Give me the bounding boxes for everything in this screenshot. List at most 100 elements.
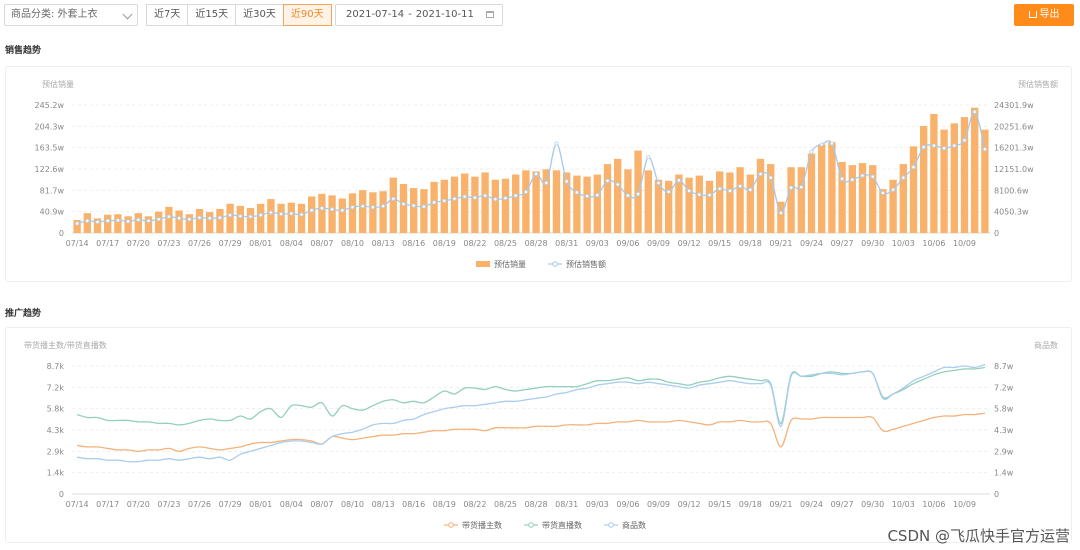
range-90d-button[interactable]: 近90天 bbox=[282, 4, 332, 26]
line-point bbox=[646, 155, 651, 160]
bar bbox=[879, 189, 887, 233]
line-point bbox=[350, 205, 355, 210]
line-point bbox=[829, 141, 834, 146]
x-tick-label: 09/24 bbox=[800, 239, 823, 248]
x-tick-label: 07/14 bbox=[66, 500, 89, 509]
watermark: CSDN @飞瓜快手官方运营 bbox=[887, 527, 1070, 545]
x-tick-label: 08/13 bbox=[372, 500, 395, 509]
bar bbox=[267, 199, 275, 233]
line-point bbox=[870, 174, 875, 179]
line-point bbox=[370, 205, 375, 210]
bar bbox=[185, 214, 193, 233]
x-tick-label: 07/29 bbox=[219, 500, 242, 509]
line-point bbox=[544, 180, 549, 185]
line-point bbox=[625, 193, 630, 198]
bar bbox=[257, 203, 265, 233]
x-tick-label: 07/29 bbox=[219, 239, 242, 248]
range-buttons: 近7天 近15天 近30天 近90天 bbox=[146, 4, 332, 26]
right-tick-label: 20251.6w bbox=[994, 122, 1034, 131]
bar bbox=[624, 169, 632, 233]
x-tick-label: 08/22 bbox=[463, 500, 486, 509]
export-button[interactable]: 导出 bbox=[1014, 4, 1074, 26]
right-axis-title: 商品数 bbox=[1034, 340, 1058, 350]
right-tick-label: 24301.9w bbox=[994, 101, 1034, 110]
bar bbox=[379, 191, 387, 233]
bar bbox=[440, 179, 448, 233]
legend-label: 带货直播数 bbox=[542, 520, 582, 530]
line-point bbox=[452, 196, 457, 201]
bar bbox=[971, 107, 979, 233]
line-point bbox=[717, 186, 722, 191]
legend-label: 商品数 bbox=[622, 520, 646, 530]
x-tick-label: 08/25 bbox=[494, 500, 517, 509]
x-tick-label: 08/10 bbox=[341, 239, 364, 248]
x-tick-label: 08/01 bbox=[249, 500, 272, 509]
x-tick-label: 08/19 bbox=[433, 500, 456, 509]
category-select[interactable]: 商品分类: 外套上衣 bbox=[4, 4, 138, 26]
chevron-down-icon bbox=[122, 9, 133, 20]
date-range-picker[interactable]: 2021-07-14-2021-10-11 bbox=[335, 4, 503, 26]
x-tick-label: 09/18 bbox=[739, 500, 762, 509]
bar bbox=[675, 174, 683, 233]
bar bbox=[797, 167, 805, 233]
bar bbox=[246, 207, 255, 233]
line-point bbox=[982, 147, 987, 152]
line-point bbox=[901, 175, 906, 180]
x-tick-label: 08/10 bbox=[341, 500, 364, 509]
bar bbox=[420, 189, 428, 233]
line-point bbox=[299, 212, 304, 217]
x-tick-label: 10/06 bbox=[922, 500, 945, 509]
line-point bbox=[401, 202, 406, 207]
right-tick-label: 5.8w bbox=[994, 405, 1014, 414]
bar bbox=[461, 173, 469, 233]
bar bbox=[216, 208, 224, 233]
left-tick-label: 163.5w bbox=[35, 144, 65, 153]
sales-section-title: 销售趋势 bbox=[5, 46, 42, 56]
legend-label: 预估销量 bbox=[494, 259, 526, 269]
left-tick-label: 7.2k bbox=[47, 383, 65, 392]
bar bbox=[399, 183, 408, 233]
line-point bbox=[768, 175, 773, 180]
range-7d-button[interactable]: 近7天 bbox=[146, 4, 189, 26]
line-point bbox=[95, 219, 100, 224]
bar bbox=[83, 213, 91, 233]
line-point bbox=[309, 208, 314, 213]
x-tick-label: 07/20 bbox=[127, 239, 150, 248]
x-tick-label: 08/31 bbox=[555, 500, 578, 509]
left-axis-title: 带货播主数/带货直播数 bbox=[24, 340, 107, 350]
line-point bbox=[411, 203, 416, 208]
x-tick-label: 09/09 bbox=[647, 239, 670, 248]
line-point bbox=[595, 193, 600, 198]
line-point bbox=[931, 143, 936, 148]
bar bbox=[175, 210, 183, 233]
date-start: 2021-07-14 bbox=[346, 9, 405, 20]
x-tick-label: 09/06 bbox=[616, 239, 639, 248]
line-point bbox=[85, 218, 90, 223]
bar bbox=[603, 164, 612, 233]
range-30d-button[interactable]: 近30天 bbox=[235, 4, 284, 26]
legend-label: 预估销售额 bbox=[566, 259, 606, 269]
bar bbox=[369, 192, 377, 233]
line-point bbox=[289, 211, 294, 216]
right-tick-label: 1.4w bbox=[994, 469, 1014, 478]
bar bbox=[104, 214, 112, 233]
bar bbox=[481, 172, 489, 233]
line-point bbox=[666, 189, 671, 194]
range-15d-button[interactable]: 近15天 bbox=[187, 4, 237, 26]
bar bbox=[889, 179, 897, 233]
x-tick-label: 08/01 bbox=[249, 239, 272, 248]
line-point bbox=[268, 210, 273, 215]
bar bbox=[297, 203, 306, 233]
series-line bbox=[76, 363, 986, 463]
x-tick-label: 07/14 bbox=[66, 239, 89, 248]
left-tick-label: 0 bbox=[59, 490, 64, 499]
bar bbox=[787, 167, 795, 233]
line-point bbox=[472, 195, 477, 200]
line-point bbox=[115, 218, 120, 223]
bar bbox=[563, 172, 571, 233]
line-point bbox=[105, 218, 110, 223]
bar bbox=[777, 201, 785, 233]
right-tick-label: 7.2w bbox=[994, 383, 1014, 392]
bar bbox=[338, 198, 346, 233]
